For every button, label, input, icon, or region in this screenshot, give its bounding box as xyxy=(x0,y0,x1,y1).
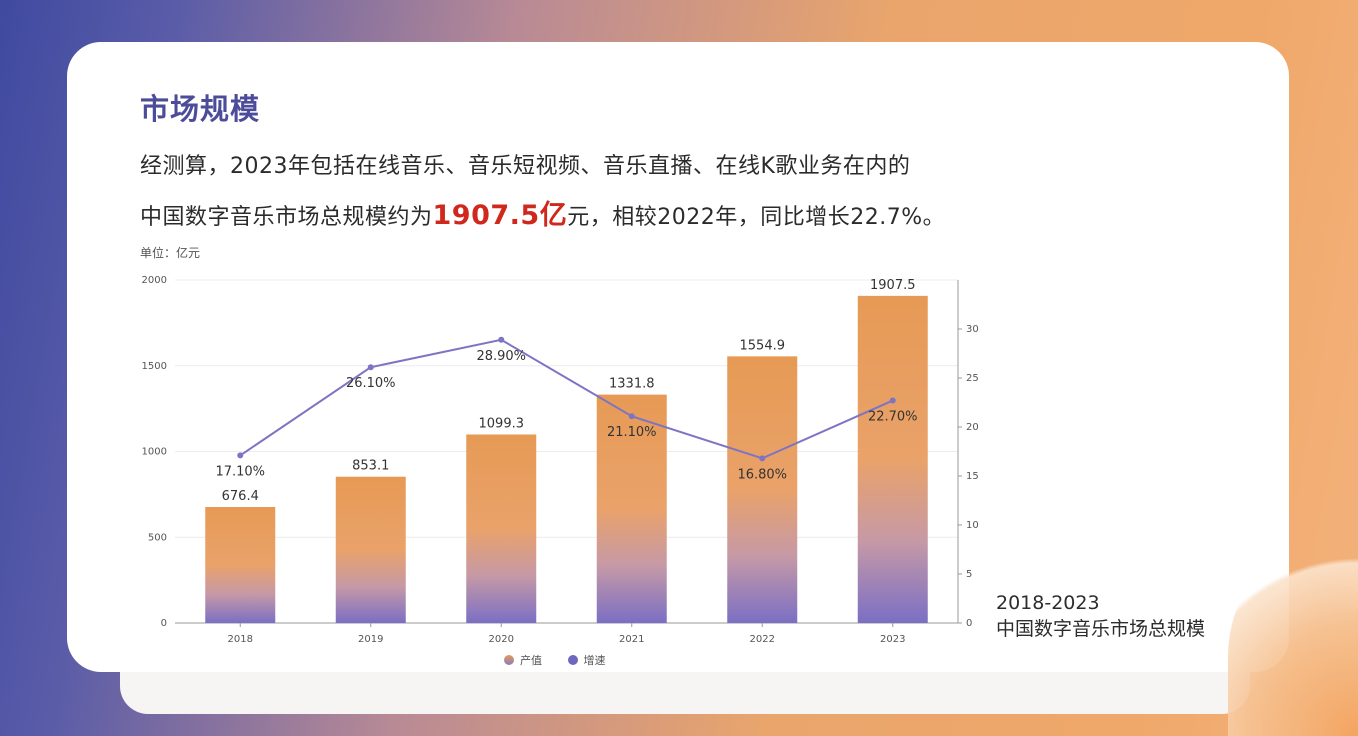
highlight-value: 1907.5亿 xyxy=(432,200,568,231)
y-tick-label: 2000 xyxy=(142,275,167,286)
bar-value-label: 1907.5 xyxy=(870,278,916,293)
market-size-chart: 0 500 1000 1500 2000 0 5 10 15 20 25 30 2018 2019 2020… xyxy=(142,275,979,645)
growth-label: 22.70% xyxy=(868,410,918,425)
bar xyxy=(205,506,276,623)
bar xyxy=(335,476,406,623)
legend-item-bar[interactable]: 产值 xyxy=(504,652,542,668)
description-prefix: 中国数字音乐市场总规模约为 xyxy=(140,205,433,230)
bar-value-label: 1099.3 xyxy=(479,416,525,431)
growth-point xyxy=(759,455,766,462)
legend-swatch-bar xyxy=(504,655,514,665)
growth-label: 21.10% xyxy=(607,425,657,440)
y-tick-label: 500 xyxy=(148,532,167,543)
unit-label: 单位：亿元 xyxy=(140,246,201,260)
legend-label-line: 增速 xyxy=(583,654,606,667)
bar-value-label: 676.4 xyxy=(222,489,259,504)
caption-years: 2018-2023 xyxy=(996,592,1100,614)
y2-tick-label: 10 xyxy=(966,520,979,531)
growth-point xyxy=(628,413,635,420)
y-tick-label: 1000 xyxy=(142,447,167,458)
growth-point xyxy=(889,397,896,404)
y2-tick-label: 30 xyxy=(966,324,979,335)
legend-item-line[interactable]: 增速 xyxy=(567,652,606,668)
bar-value-label: 1554.9 xyxy=(740,338,786,353)
bar xyxy=(857,295,928,623)
bar xyxy=(466,434,537,623)
bar-value-label: 1331.8 xyxy=(609,377,655,392)
growth-line xyxy=(239,338,894,460)
section-heading: 市场规模 xyxy=(140,92,261,126)
y2-tick-label: 15 xyxy=(966,471,979,482)
x-tick-label: 2021 xyxy=(619,634,644,645)
chart-legend: 产值 增速 xyxy=(504,652,628,668)
bar-value-label: 853.1 xyxy=(352,459,389,474)
growth-label: 28.90% xyxy=(476,349,526,364)
growth-point xyxy=(237,452,244,459)
y-tick-label: 1500 xyxy=(142,361,167,372)
y2-tick-label: 5 xyxy=(966,569,972,580)
bar xyxy=(727,356,798,623)
chart-caption: 2018-2023 中国数字音乐市场总规模 xyxy=(996,590,1205,642)
growth-label: 26.10% xyxy=(346,376,396,391)
legend-swatch-line xyxy=(567,655,578,665)
y2-tick-label: 25 xyxy=(966,373,979,384)
description-line-1: 经测算，2023年包括在线音乐、音乐短视频、音乐直播、在线K歌业务在内的 xyxy=(140,154,911,179)
y2-tick-label: 20 xyxy=(966,422,979,433)
x-tick-label: 2018 xyxy=(228,634,253,645)
growth-point xyxy=(367,364,374,371)
description-line-2: 中国数字音乐市场总规模约为1907.5亿元，相较2022年，同比增长22.7%。 xyxy=(140,193,945,232)
x-tick-label: 2019 xyxy=(358,634,383,645)
growth-point xyxy=(498,336,505,343)
legend-label-bar: 产值 xyxy=(520,654,542,667)
bar xyxy=(596,394,667,623)
x-tick-label: 2023 xyxy=(880,634,905,645)
description-suffix: 元，相较2022年，同比增长22.7%。 xyxy=(567,205,946,230)
y2-tick-label: 0 xyxy=(966,618,972,629)
growth-label: 16.80% xyxy=(737,467,787,482)
x-tick-label: 2022 xyxy=(750,634,775,645)
caption-title: 中国数字音乐市场总规模 xyxy=(996,618,1206,640)
growth-label: 17.10% xyxy=(215,464,265,479)
x-tick-label: 2020 xyxy=(489,634,514,645)
y-tick-label: 0 xyxy=(161,618,167,629)
